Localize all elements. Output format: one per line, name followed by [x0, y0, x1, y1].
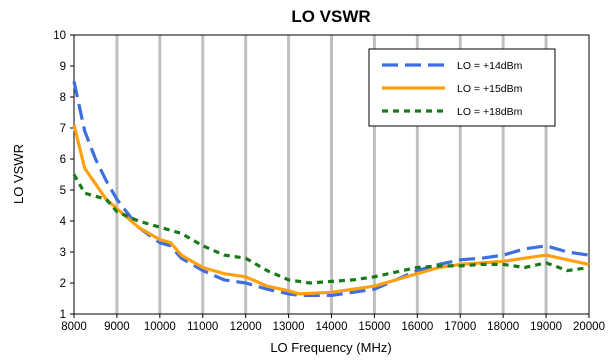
- y-tick-label: 9: [60, 61, 66, 73]
- x-tick-label: 9000: [104, 321, 130, 333]
- x-axis-label: LO Frequency (MHz): [270, 340, 391, 355]
- y-tick-label: 10: [53, 30, 66, 42]
- chart-title: LO VSWR: [291, 7, 370, 26]
- axis-ticks: 8000 9000 10000 11000 12000 13000 14000 15000 16…: [53, 30, 605, 333]
- x-tick-label: 15000: [358, 321, 390, 333]
- y-tick-label: 5: [60, 185, 66, 197]
- x-tick-label: 12000: [230, 321, 262, 333]
- y-tick-label: 3: [60, 247, 66, 259]
- x-tick-label: 18000: [487, 321, 519, 333]
- x-tick-label: 17000: [444, 321, 476, 333]
- x-tick-label: 19000: [530, 321, 562, 333]
- legend-label-2: LO = +15dBm: [457, 83, 523, 95]
- y-tick-label: 4: [60, 216, 67, 228]
- y-tick-label: 2: [60, 278, 66, 290]
- legend-label-1: LO = +14dBm: [457, 60, 523, 72]
- x-tick-label: 13000: [273, 321, 305, 333]
- y-tick-label: 7: [60, 123, 66, 135]
- x-tick-label: 16000: [401, 321, 433, 333]
- y-tick-label: 8: [60, 92, 66, 104]
- legend: LO = +14dBm LO = +15dBm LO = +18dBm: [368, 48, 556, 127]
- legend-label-3: LO = +18dBm: [457, 106, 523, 118]
- x-tick-label: 20000: [573, 321, 605, 333]
- series-lines: [72, 81, 590, 297]
- series-line-2: [72, 124, 590, 296]
- x-tick-label: 10000: [144, 321, 176, 333]
- x-tick-label: 14000: [316, 321, 348, 333]
- x-tick-label: 8000: [61, 321, 87, 333]
- y-tick-label: 6: [60, 154, 66, 166]
- y-axis-label: LO VSWR: [11, 144, 26, 204]
- series-line-3: [72, 173, 590, 285]
- series-line-1: [72, 81, 590, 297]
- y-tick-label: 1: [60, 309, 66, 321]
- x-tick-label: 11000: [187, 321, 218, 333]
